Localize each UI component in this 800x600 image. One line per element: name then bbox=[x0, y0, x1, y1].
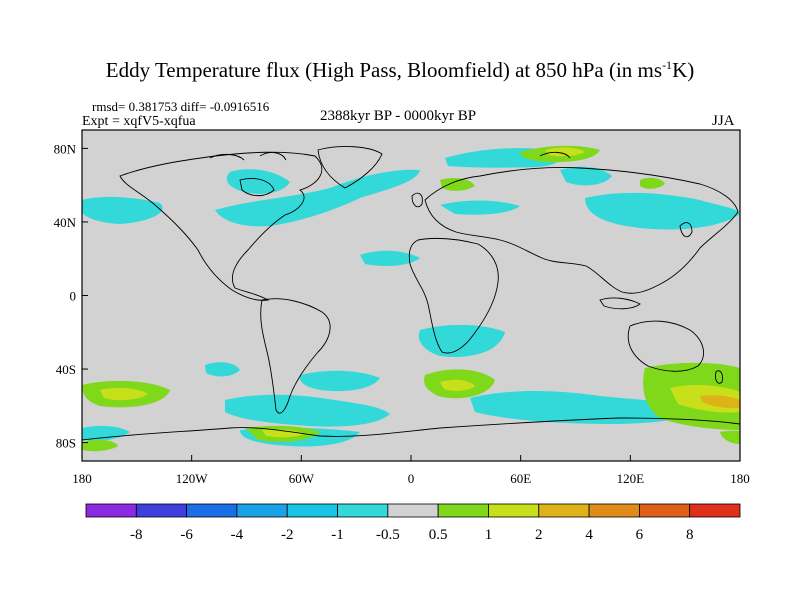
colorbar-swatch bbox=[186, 503, 238, 518]
anomaly-antarctic-pos-core bbox=[262, 429, 304, 438]
colorbar-label: -2 bbox=[281, 527, 294, 543]
coast-hudson-bay bbox=[239, 178, 275, 197]
coast-africa bbox=[408, 237, 499, 354]
colorbar-label: 1 bbox=[485, 527, 493, 543]
x-tick-label: 60E bbox=[510, 471, 531, 486]
colorbar-swatch bbox=[488, 503, 540, 518]
coastlines bbox=[82, 146, 740, 441]
season-label: JJA bbox=[712, 113, 735, 129]
title-superscript: -1 bbox=[662, 58, 673, 72]
colorbar-swatch bbox=[236, 503, 288, 518]
coast-japan bbox=[679, 222, 693, 238]
colorbar-swatch bbox=[85, 503, 137, 518]
colorbar-swatch bbox=[689, 503, 741, 518]
colorbar-label: -0.5 bbox=[376, 527, 400, 543]
anomaly-arctic-pos-core bbox=[545, 147, 585, 157]
experiment-label: Expt = xqfV5-xqfua bbox=[82, 114, 196, 129]
anomaly-hudson bbox=[226, 169, 290, 194]
colorbar-label: 0.5 bbox=[429, 527, 448, 543]
x-tick-label: 120E bbox=[617, 471, 645, 486]
anomaly-asia-40n bbox=[585, 192, 740, 230]
colorbar-label: -4 bbox=[231, 527, 244, 543]
anomaly-far-south-pos bbox=[82, 439, 118, 452]
coast-arctic-islands bbox=[209, 151, 571, 161]
y-axis-ticks: 80N 40N 0 40S 80S bbox=[54, 141, 88, 451]
colorbar-swatch bbox=[337, 503, 389, 518]
anomaly-scandinavia bbox=[440, 178, 475, 191]
anomaly-n-pacific bbox=[82, 196, 163, 224]
x-tick-label: 60W bbox=[289, 471, 315, 486]
y-tick-label: 80S bbox=[56, 436, 76, 451]
positive-anomaly-regions bbox=[82, 145, 740, 452]
anomaly-n-atlantic bbox=[215, 169, 420, 227]
colorbar-label: -6 bbox=[180, 527, 193, 543]
stats-line: rmsd= 0.381753 diff= -0.0916516 bbox=[92, 99, 270, 114]
colorbar-label: 6 bbox=[636, 527, 644, 543]
y-tick-label: 80N bbox=[54, 141, 77, 156]
colorbar-label: -1 bbox=[331, 527, 344, 543]
title-unit-end: K) bbox=[672, 58, 695, 82]
colorbar-swatch bbox=[387, 503, 439, 518]
negative-anomaly-regions bbox=[82, 148, 740, 447]
colorbar-swatch bbox=[638, 503, 691, 518]
x-tick-label: 180 bbox=[730, 471, 750, 486]
plot-title: Eddy Temperature flux (High Pass, Bloomf… bbox=[0, 58, 800, 83]
anomaly-s-atlantic-pos-core bbox=[440, 379, 475, 391]
coast-indonesia bbox=[599, 297, 641, 310]
period-label: 2388kyr BP - 0000kyr BP bbox=[320, 108, 477, 124]
anomaly-southern-ocean-west bbox=[225, 394, 390, 427]
y-tick-label: 0 bbox=[70, 289, 77, 304]
coast-greenland bbox=[317, 146, 383, 189]
anomaly-siberia bbox=[560, 166, 612, 186]
x-axis-ticks: 180 120W 60W 0 60E 120E 180 bbox=[72, 455, 750, 486]
anomaly-tropics-west bbox=[360, 250, 420, 266]
colorbar-swatch bbox=[588, 503, 640, 518]
anomaly-ural bbox=[640, 177, 665, 189]
colorbar-label: 8 bbox=[686, 527, 694, 543]
coast-new-zealand bbox=[715, 370, 723, 384]
colorbar-swatch bbox=[538, 503, 590, 518]
x-tick-label: 0 bbox=[408, 471, 415, 486]
coast-australia bbox=[627, 320, 705, 372]
coast-antarctica bbox=[82, 417, 740, 441]
title-main: Eddy Temperature flux (High Pass, Bloomf… bbox=[105, 58, 663, 82]
coast-south-america bbox=[260, 298, 331, 414]
anomaly-far-west-south bbox=[82, 425, 130, 441]
anomaly-southern-ocean-east bbox=[470, 391, 700, 424]
anomaly-fields bbox=[82, 145, 740, 452]
colorbar-swatch bbox=[286, 503, 338, 518]
colorbar-swatch bbox=[437, 503, 489, 518]
coast-uk bbox=[411, 192, 423, 208]
colorbar: -8 -6 -4 -2 -1 -0.5 0.5 1 2 4 6 8 bbox=[85, 503, 741, 543]
colorbar-label: 2 bbox=[535, 527, 543, 543]
y-tick-label: 40N bbox=[54, 215, 77, 230]
colorbar-swatch bbox=[135, 503, 188, 518]
x-tick-label: 120W bbox=[176, 471, 209, 486]
anomaly-australia-south-max bbox=[700, 395, 740, 409]
colorbar-label: -8 bbox=[130, 527, 143, 543]
coast-europe-asia bbox=[424, 167, 739, 294]
anomaly-east-pos bbox=[720, 430, 740, 444]
anomaly-europe-band bbox=[440, 200, 520, 215]
anomaly-s-pacific-mid bbox=[205, 362, 240, 377]
anomaly-s-pacific-west-core bbox=[100, 387, 148, 401]
x-tick-label: 180 bbox=[72, 471, 92, 486]
y-tick-label: 40S bbox=[56, 362, 76, 377]
anomaly-s-atlantic bbox=[299, 370, 380, 392]
colorbar-label: 4 bbox=[585, 527, 593, 543]
